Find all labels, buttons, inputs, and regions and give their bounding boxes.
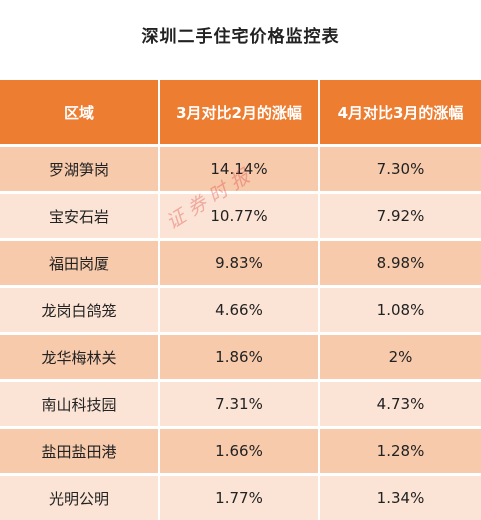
march-change-cell: 1.77%: [159, 475, 319, 520]
table-row: 南山科技园 7.31% 4.73%: [0, 381, 481, 428]
table-row: 盐田盐田港 1.66% 1.28%: [0, 428, 481, 475]
march-change-cell: 1.86%: [159, 334, 319, 381]
column-header-march-change: 3月对比2月的涨幅: [159, 80, 319, 146]
march-change-cell: 4.66%: [159, 287, 319, 334]
march-change-cell: 9.83%: [159, 240, 319, 287]
march-change-cell: 10.77%: [159, 193, 319, 240]
table-row: 龙华梅林关 1.86% 2%: [0, 334, 481, 381]
table-row: 福田岗厦 9.83% 8.98%: [0, 240, 481, 287]
district-cell: 宝安石岩: [0, 193, 159, 240]
district-cell: 龙华梅林关: [0, 334, 159, 381]
april-change-cell: 1.08%: [319, 287, 481, 334]
table-row: 光明公明 1.77% 1.34%: [0, 475, 481, 520]
table-row: 罗湖笋岗 14.14% 7.30%: [0, 146, 481, 193]
april-change-cell: 1.34%: [319, 475, 481, 520]
april-change-cell: 1.28%: [319, 428, 481, 475]
page-title: 深圳二手住宅价格监控表: [0, 22, 481, 47]
march-change-cell: 1.66%: [159, 428, 319, 475]
column-header-district: 区域: [0, 80, 159, 146]
april-change-cell: 8.98%: [319, 240, 481, 287]
april-change-cell: 2%: [319, 334, 481, 381]
table-row: 宝安石岩 10.77% 7.92%: [0, 193, 481, 240]
district-cell: 光明公明: [0, 475, 159, 520]
price-table: 区域 3月对比2月的涨幅 4月对比3月的涨幅 罗湖笋岗 14.14% 7.30%…: [0, 80, 481, 520]
march-change-cell: 14.14%: [159, 146, 319, 193]
district-cell: 龙岗白鸽笼: [0, 287, 159, 334]
april-change-cell: 7.30%: [319, 146, 481, 193]
district-cell: 福田岗厦: [0, 240, 159, 287]
march-change-cell: 7.31%: [159, 381, 319, 428]
district-cell: 罗湖笋岗: [0, 146, 159, 193]
table-row: 龙岗白鸽笼 4.66% 1.08%: [0, 287, 481, 334]
district-cell: 盐田盐田港: [0, 428, 159, 475]
table-header-row: 区域 3月对比2月的涨幅 4月对比3月的涨幅: [0, 80, 481, 146]
district-cell: 南山科技园: [0, 381, 159, 428]
column-header-april-change: 4月对比3月的涨幅: [319, 80, 481, 146]
april-change-cell: 4.73%: [319, 381, 481, 428]
april-change-cell: 7.92%: [319, 193, 481, 240]
